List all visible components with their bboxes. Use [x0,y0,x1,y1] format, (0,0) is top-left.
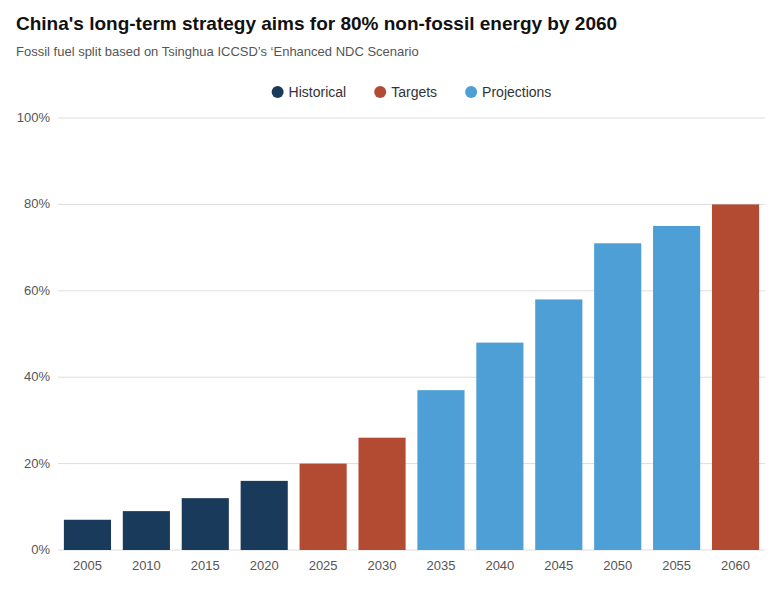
x-tick-label: 2025 [309,558,338,573]
bar [476,343,523,550]
chart: China's long-term strategy aims for 80% … [0,0,780,601]
legend-swatch [465,86,477,98]
y-tick-label: 60% [24,283,50,298]
bar [417,390,464,550]
legend: Historical Targets Projections [272,84,552,100]
bar [182,498,229,550]
x-tick-label: 2055 [662,558,691,573]
bar [123,511,170,550]
bar [241,481,288,550]
y-tick-label: 80% [24,196,50,211]
bar [358,438,405,550]
bar [653,226,700,550]
x-tick-label: 2050 [603,558,632,573]
legend-swatch [272,86,284,98]
bars [64,204,759,550]
y-tick-label: 100% [17,110,51,125]
subtitle: Fossil fuel split based on Tsinghua ICCS… [16,44,419,59]
bar [594,243,641,550]
x-tick-label: 2020 [250,558,279,573]
y-tick-label: 40% [24,369,50,384]
x-tick-label: 2035 [426,558,455,573]
legend-label: Historical [289,84,347,100]
legend-swatch [374,86,386,98]
bar [712,204,759,550]
bar [535,299,582,550]
x-tick-label: 2040 [485,558,514,573]
legend-label: Targets [391,84,437,100]
x-tick-label: 2030 [368,558,397,573]
bar [300,464,347,550]
title: China's long-term strategy aims for 80% … [16,13,617,34]
bar [64,520,111,550]
legend-label: Projections [482,84,551,100]
y-axis: 0% 20% 40% 60% 80% 100% [17,110,765,557]
x-axis: 2005 2010 2015 2020 2025 2030 2035 2040 2045 2050… [73,558,750,573]
x-tick-label: 2005 [73,558,102,573]
y-tick-label: 20% [24,456,50,471]
x-tick-label: 2010 [132,558,161,573]
legend-item: Projections [465,84,551,100]
x-tick-label: 2045 [544,558,573,573]
y-tick-label: 0% [31,542,50,557]
x-tick-label: 2015 [191,558,220,573]
legend-item: Targets [374,84,437,100]
grid-line [58,118,765,119]
grid-line [58,204,765,205]
legend-item: Historical [272,84,347,100]
x-tick-label: 2060 [721,558,750,573]
